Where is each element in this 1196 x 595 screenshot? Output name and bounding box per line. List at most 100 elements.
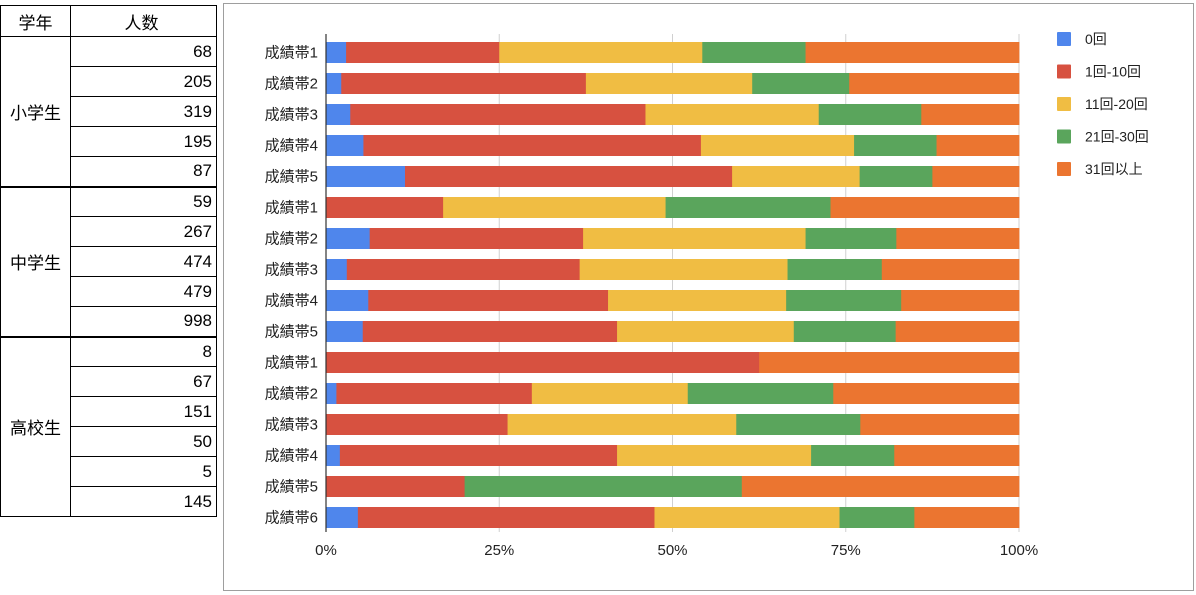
- count-cell: 474: [70, 246, 217, 277]
- table-row: 87: [1, 156, 217, 187]
- table-row: 50: [1, 426, 217, 457]
- bar-segment: [363, 135, 702, 156]
- bar-segment: [326, 228, 371, 249]
- bar-segment: [346, 42, 500, 63]
- x-tick-label: 25%: [484, 542, 514, 559]
- category-label: 成績帯1: [265, 45, 318, 62]
- bar-segment: [326, 383, 337, 404]
- bar-segment: [860, 414, 1020, 435]
- grade-cell: 中学生: [0, 185, 71, 337]
- category-label: 成績帯3: [265, 262, 318, 279]
- table-row: 67: [1, 366, 217, 397]
- bar-segment: [787, 259, 883, 280]
- bar-segment: [350, 104, 646, 125]
- bar-segment: [326, 414, 508, 435]
- student-count-table: 学年 人数 小学生 68 205 319 195 87 中学生 59 267 474 479 998 高…: [0, 5, 217, 517]
- x-tick-label: 75%: [831, 542, 861, 559]
- bar-segment: [326, 290, 369, 311]
- bar-segment: [921, 104, 1020, 125]
- bar-segment: [859, 166, 933, 187]
- bar-segment: [654, 507, 840, 528]
- count-cell: 87: [70, 156, 217, 187]
- category-label: 成績帯3: [265, 417, 318, 434]
- count-cell: 319: [70, 96, 217, 127]
- bar-segment: [805, 42, 1020, 63]
- legend-label: 31回以上: [1085, 161, 1143, 177]
- bar-segment: [839, 507, 915, 528]
- table-row: 205: [1, 66, 217, 97]
- table-row: 319: [1, 96, 217, 127]
- bar-segment: [464, 476, 743, 497]
- bar-segment: [793, 321, 897, 342]
- category-label: 成績帯5: [265, 324, 318, 341]
- legend-label: 1回-10回: [1085, 64, 1141, 80]
- bar-segment: [849, 73, 1020, 94]
- table-row: 中学生 59: [0, 185, 217, 337]
- count-cell: 67: [70, 366, 217, 397]
- table-header-row: 学年 人数: [0, 5, 217, 37]
- count-cell: 59: [70, 185, 217, 217]
- bar-segment: [583, 228, 806, 249]
- bar-segment: [443, 197, 666, 218]
- legend-label: 0回: [1085, 31, 1107, 47]
- grade-cell: 高校生: [0, 335, 71, 517]
- category-label: 成績帯4: [265, 293, 318, 310]
- table-row: 267: [1, 216, 217, 247]
- bar-segment: [369, 228, 584, 249]
- table-row: 5: [1, 456, 217, 487]
- legend-swatch: [1057, 97, 1071, 111]
- legend-swatch: [1057, 129, 1071, 144]
- category-label: 成績帯5: [265, 479, 318, 496]
- bar-segment: [665, 197, 831, 218]
- bar-segment: [326, 321, 364, 342]
- bar-segment: [818, 104, 922, 125]
- bar-segment: [932, 166, 1020, 187]
- header-grade: 学年: [0, 5, 71, 37]
- bar-segment: [759, 352, 1020, 373]
- legend-swatch: [1057, 64, 1071, 79]
- count-cell: 68: [70, 36, 217, 67]
- bar-segment: [617, 321, 795, 342]
- category-label: 成績帯6: [265, 510, 318, 527]
- category-label: 成績帯3: [265, 107, 318, 124]
- table-row: 998: [1, 306, 217, 337]
- count-cell: 8: [70, 335, 217, 367]
- bar-segment: [608, 290, 787, 311]
- bar-segment: [645, 104, 820, 125]
- bar-segment: [326, 507, 359, 528]
- stacked-bar-chart: 0% 25% 50% 75% 100% 成績帯1 成績帯2 成績帯3 成績帯4 成績帯5 成績帯1 成…: [265, 31, 1149, 559]
- bar-segment: [326, 197, 444, 218]
- grade-cell: 小学生: [0, 36, 71, 187]
- bar-segment: [531, 383, 689, 404]
- bar-segment: [894, 445, 1020, 466]
- bar-segment: [830, 197, 1020, 218]
- legend-label: 11回-20回: [1085, 96, 1148, 112]
- count-cell: 50: [70, 426, 217, 457]
- bar-segment: [326, 166, 406, 187]
- bar-segment: [895, 321, 1020, 342]
- bar-segment: [896, 228, 1020, 249]
- bar-segment: [326, 104, 351, 125]
- count-cell: 145: [70, 486, 217, 517]
- bar-segment: [585, 73, 753, 94]
- bar-segment: [326, 445, 341, 466]
- count-cell: 998: [70, 306, 217, 337]
- bar-segment: [732, 166, 861, 187]
- table-row: 高校生 8: [0, 335, 217, 517]
- bar-segment: [326, 135, 364, 156]
- bar-segment: [736, 414, 861, 435]
- bar-segment: [499, 42, 703, 63]
- bar-segment: [936, 135, 1020, 156]
- category-label: 成績帯2: [265, 231, 318, 248]
- count-cell: 479: [70, 276, 217, 307]
- count-cell: 267: [70, 216, 217, 247]
- category-label: 成績帯5: [265, 169, 318, 186]
- bar-segment: [336, 383, 533, 404]
- chart-frame: 0% 25% 50% 75% 100% 成績帯1 成績帯2 成績帯3 成績帯4 成績帯5 成績帯1 成…: [223, 3, 1194, 591]
- x-tick-label: 0%: [315, 542, 337, 559]
- bar-segment: [339, 445, 618, 466]
- bar-segment: [362, 321, 618, 342]
- bar-segment: [341, 73, 587, 94]
- bar-segment: [357, 507, 655, 528]
- bar-segment: [741, 476, 1020, 497]
